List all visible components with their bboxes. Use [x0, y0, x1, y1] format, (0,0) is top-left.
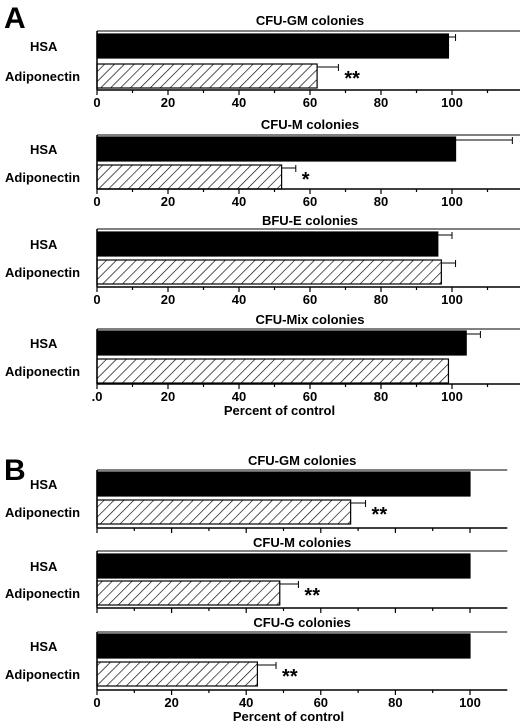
category-label-hsa: HSA: [30, 559, 58, 574]
x-tick-label: 40: [232, 292, 246, 307]
significance-label: **: [372, 504, 388, 526]
bar-hsa: [96, 231, 439, 257]
category-label-adiponectin: Adiponectin: [5, 505, 80, 520]
x-tick-label: 80: [374, 95, 388, 110]
x-tick-label: 40: [239, 695, 253, 710]
x-tick-label: 40: [232, 194, 246, 209]
chart-title: CFU-GM colonies: [256, 13, 364, 28]
x-tick-label: 40: [232, 389, 246, 404]
x-tick-label: 20: [161, 194, 175, 209]
bar-hsa: [96, 553, 471, 579]
x-tick-label: 80: [374, 389, 388, 404]
category-label-hsa: HSA: [30, 336, 58, 351]
x-tick-label: 20: [164, 695, 178, 710]
bar-hsa: [96, 330, 467, 356]
x-tick-label: .0: [92, 389, 103, 404]
bar-adiponectin: [96, 63, 318, 89]
x-tick-label: 100: [441, 389, 463, 404]
significance-label: **: [282, 666, 298, 688]
bar-adiponectin: [96, 259, 442, 285]
x-tick-label: 0: [93, 95, 100, 110]
x-tick-label: 60: [303, 194, 317, 209]
category-label-adiponectin: Adiponectin: [5, 69, 80, 84]
x-tick-label: 100: [441, 95, 463, 110]
x-tick-label: 100: [459, 695, 481, 710]
significance-label: **: [344, 68, 360, 90]
category-label-adiponectin: Adiponectin: [5, 265, 80, 280]
chart-title: BFU-E colonies: [262, 213, 358, 228]
category-label-hsa: HSA: [30, 639, 58, 654]
chart-title: CFU-G colonies: [253, 615, 351, 630]
x-tick-label: 0: [93, 292, 100, 307]
chart-7: CFU-G colonies 0 20 40 60 80 100 Percent of con…: [5, 615, 508, 724]
x-tick-label: 20: [161, 292, 175, 307]
x-axis-title: Percent of control: [224, 403, 335, 418]
chart-5: CFU-GM colonies HSA Adiponectin **: [5, 453, 508, 533]
chart-4: CFU-Mix colonies .0 20 40 60 80 100 Percent of …: [5, 312, 520, 418]
x-tick-label: 20: [161, 95, 175, 110]
x-tick-label: 60: [303, 292, 317, 307]
chart-6: CFU-M colonies HSA Adiponectin **: [5, 535, 508, 613]
x-tick-label: 60: [303, 389, 317, 404]
bar-adiponectin: [96, 164, 283, 190]
x-tick-label: 80: [374, 292, 388, 307]
category-label-hsa: HSA: [30, 237, 58, 252]
category-label-adiponectin: Adiponectin: [5, 667, 80, 682]
bar-adiponectin: [96, 499, 352, 525]
panel-label-a: A: [4, 2, 26, 35]
category-label-hsa: HSA: [30, 142, 58, 157]
bar-hsa: [96, 136, 457, 162]
significance-label: *: [302, 169, 310, 191]
significance-label: **: [304, 585, 320, 607]
x-tick-label: 0: [93, 695, 100, 710]
x-tick-label: 100: [441, 292, 463, 307]
bar-adiponectin: [96, 661, 258, 687]
x-tick-label: 0: [93, 194, 100, 209]
bar-hsa: [96, 33, 450, 59]
x-tick-label: 60: [303, 95, 317, 110]
category-label-adiponectin: Adiponectin: [5, 170, 80, 185]
x-tick-label: 20: [161, 389, 175, 404]
panel-label-b: B: [4, 454, 26, 487]
chart-title: CFU-GM colonies: [248, 453, 356, 468]
chart-3: BFU-E colonies 0 20 40 60 80 100 HSA Adiponectin: [5, 213, 520, 307]
chart-title: CFU-Mix colonies: [255, 312, 364, 327]
bar-hsa: [96, 471, 471, 497]
x-tick-label: 80: [374, 194, 388, 209]
x-tick-label: 40: [232, 95, 246, 110]
bar-adiponectin: [96, 358, 450, 384]
chart-title: CFU-M colonies: [253, 535, 351, 550]
chart-1: CFU-GM colonies 0 20 40 60 80 100 HSA Adiponecti…: [5, 13, 520, 110]
category-label-hsa: HSA: [30, 39, 58, 54]
chart-title: CFU-M colonies: [261, 117, 359, 132]
category-label-adiponectin: Adiponectin: [5, 364, 80, 379]
x-axis-title: Percent of control: [233, 709, 344, 724]
x-tick-label: 100: [441, 194, 463, 209]
category-label-hsa: HSA: [30, 477, 58, 492]
bar-hsa: [96, 633, 471, 659]
x-tick-label: 60: [314, 695, 328, 710]
x-tick-label: 80: [388, 695, 402, 710]
category-label-adiponectin: Adiponectin: [5, 586, 80, 601]
chart-2: CFU-M colonies 0 20 40 60 80 100 HSA Adiponectin…: [5, 117, 520, 209]
bar-adiponectin: [96, 580, 281, 606]
